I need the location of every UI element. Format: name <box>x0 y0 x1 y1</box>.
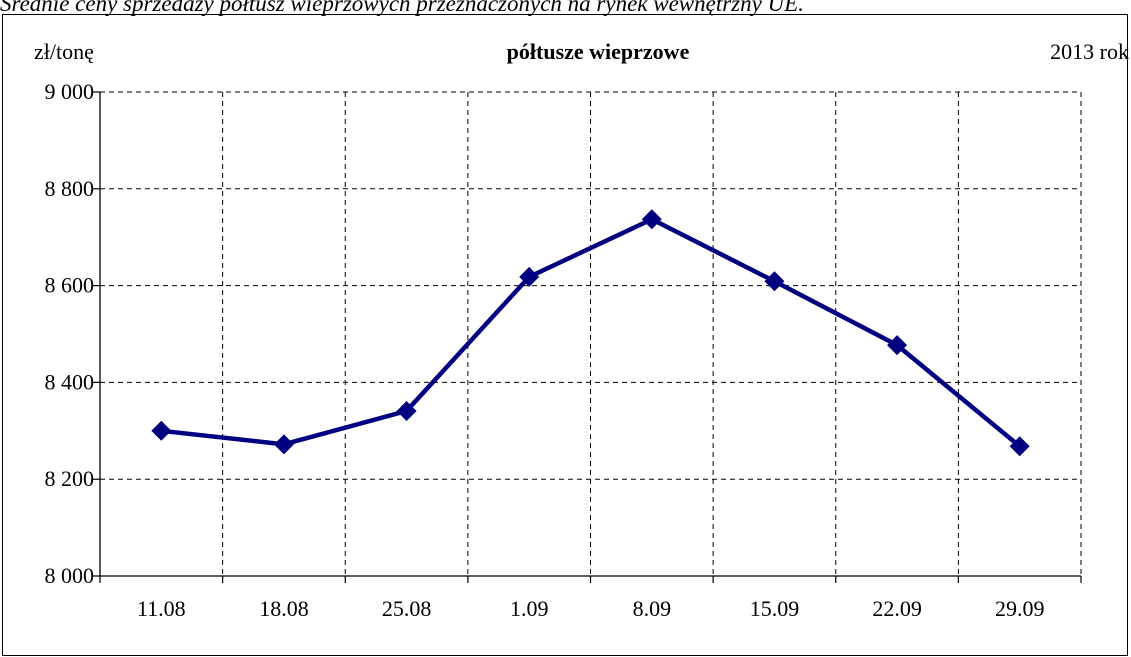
x-tick-label: 8.09 <box>633 596 672 621</box>
y-tick-label: 8 000 <box>45 563 95 588</box>
data-point-marker <box>641 209 662 230</box>
x-tick-label: 29.09 <box>995 596 1045 621</box>
x-tick-label: 22.09 <box>872 596 922 621</box>
year-label: 2013 rok <box>1050 39 1129 64</box>
y-tick-label: 8 200 <box>45 466 95 491</box>
x-tick-label: 11.08 <box>137 596 186 621</box>
data-point-marker <box>519 266 540 287</box>
data-point-marker <box>764 271 785 292</box>
y-tick-label: 9 000 <box>45 79 95 104</box>
x-tick-label: 18.08 <box>259 596 309 621</box>
data-point-marker <box>887 335 908 356</box>
y-tick-label: 8 400 <box>45 369 95 394</box>
x-tick-label: 1.09 <box>510 596 549 621</box>
unit-label: zł/tonę <box>34 39 94 64</box>
chart-title: półtusze wieprzowe <box>507 39 690 64</box>
x-tick-label: 25.08 <box>382 596 432 621</box>
data-point-marker <box>151 420 172 441</box>
y-tick-label: 8 600 <box>45 273 95 298</box>
series-line <box>161 217 1022 449</box>
figure-caption: Średnie ceny sprzedaży półtusz wieprzowy… <box>0 0 805 16</box>
y-tick-label: 8 800 <box>45 176 95 201</box>
data-point-marker <box>273 434 294 455</box>
chart-frame <box>2 14 1128 656</box>
data-point-marker <box>396 400 417 421</box>
x-tick-label: 15.09 <box>750 596 800 621</box>
data-point-marker <box>1009 436 1030 457</box>
